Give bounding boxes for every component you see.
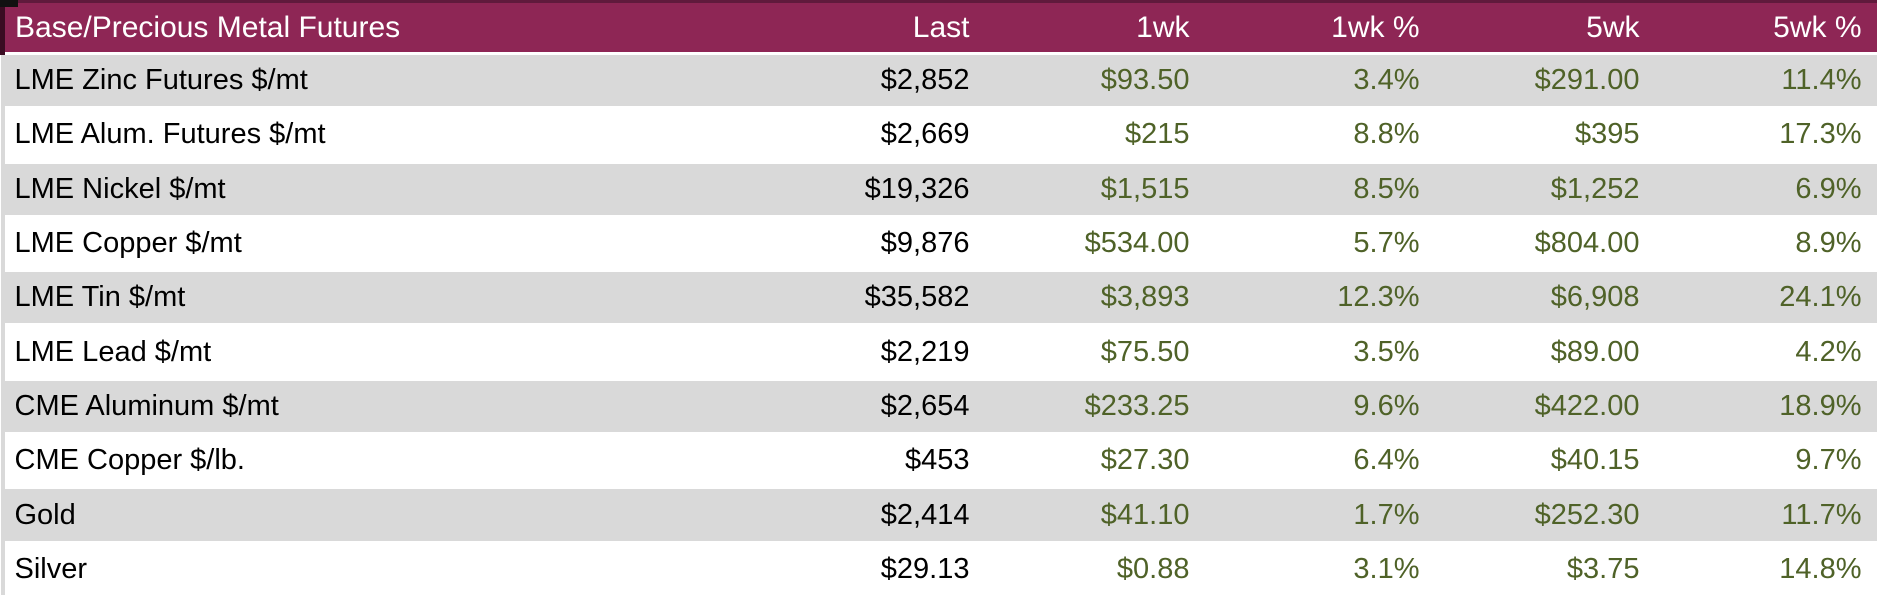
last-value-cell: $19,326 (768, 162, 988, 216)
metal-name-cell: LME Zinc Futures $/mt (3, 54, 768, 108)
wk1-percent-cell: 3.1% (1208, 542, 1438, 595)
wk5-percent-cell: 6.9% (1658, 162, 1877, 216)
last-value-cell: $35,582 (768, 271, 988, 325)
header-row: Base/Precious Metal Futures Last 1wk 1wk… (3, 2, 1877, 54)
wk1-percent-cell: 8.8% (1208, 108, 1438, 162)
wk5-change-cell: $395 (1438, 108, 1658, 162)
wk1-percent-cell: 6.4% (1208, 434, 1438, 488)
wk5-change-cell: $804.00 (1438, 216, 1658, 270)
wk1-change-cell: $534.00 (988, 216, 1208, 270)
wk5-change-cell: $89.00 (1438, 325, 1658, 379)
wk5-percent-cell: 18.9% (1658, 379, 1877, 433)
wk1-change-cell: $0.88 (988, 542, 1208, 595)
last-value-cell: $9,876 (768, 216, 988, 270)
column-header-last: Last (768, 2, 988, 54)
wk5-percent-cell: 24.1% (1658, 271, 1877, 325)
last-value-cell: $453 (768, 434, 988, 488)
metal-name-cell: Silver (3, 542, 768, 595)
wk5-percent-cell: 11.7% (1658, 488, 1877, 542)
last-value-cell: $2,654 (768, 379, 988, 433)
wk5-percent-cell: 11.4% (1658, 54, 1877, 108)
last-value-cell: $2,852 (768, 54, 988, 108)
wk5-percent-cell: 9.7% (1658, 434, 1877, 488)
column-header-1wk-pct: 1wk % (1208, 2, 1438, 54)
wk5-change-cell: $6,908 (1438, 271, 1658, 325)
last-value-cell: $2,414 (768, 488, 988, 542)
table-title: Base/Precious Metal Futures (3, 2, 768, 54)
wk1-percent-cell: 5.7% (1208, 216, 1438, 270)
wk1-change-cell: $215 (988, 108, 1208, 162)
metal-name-cell: LME Lead $/mt (3, 325, 768, 379)
column-header-5wk-pct: 5wk % (1658, 2, 1877, 54)
wk1-percent-cell: 1.7% (1208, 488, 1438, 542)
wk5-percent-cell: 14.8% (1658, 542, 1877, 595)
wk1-change-cell: $3,893 (988, 271, 1208, 325)
wk5-percent-cell: 8.9% (1658, 216, 1877, 270)
wk1-percent-cell: 8.5% (1208, 162, 1438, 216)
wk5-change-cell: $252.30 (1438, 488, 1658, 542)
wk1-change-cell: $27.30 (988, 434, 1208, 488)
metal-name-cell: LME Copper $/mt (3, 216, 768, 270)
corner-border-mark (0, 0, 18, 7)
metal-name-cell: LME Alum. Futures $/mt (3, 108, 768, 162)
last-value-cell: $2,219 (768, 325, 988, 379)
wk1-change-cell: $93.50 (988, 54, 1208, 108)
last-value-cell: $29.13 (768, 542, 988, 595)
wk5-change-cell: $291.00 (1438, 54, 1658, 108)
metal-name-cell: CME Aluminum $/mt (3, 379, 768, 433)
metal-name-cell: CME Copper $/lb. (3, 434, 768, 488)
wk1-change-cell: $1,515 (988, 162, 1208, 216)
wk1-percent-cell: 12.3% (1208, 271, 1438, 325)
wk1-change-cell: $233.25 (988, 379, 1208, 433)
wk1-percent-cell: 9.6% (1208, 379, 1438, 433)
wk1-change-cell: $75.50 (988, 325, 1208, 379)
metal-name-cell: LME Nickel $/mt (3, 162, 768, 216)
wk5-change-cell: $1,252 (1438, 162, 1658, 216)
wk5-change-cell: $3.75 (1438, 542, 1658, 595)
wk1-percent-cell: 3.4% (1208, 54, 1438, 108)
column-header-1wk: 1wk (988, 2, 1208, 54)
last-value-cell: $2,669 (768, 108, 988, 162)
wk5-change-cell: $40.15 (1438, 434, 1658, 488)
wk5-percent-cell: 4.2% (1658, 325, 1877, 379)
metal-name-cell: Gold (3, 488, 768, 542)
wk5-change-cell: $422.00 (1438, 379, 1658, 433)
wk1-percent-cell: 3.5% (1208, 325, 1438, 379)
metal-name-cell: LME Tin $/mt (3, 271, 768, 325)
column-header-5wk: 5wk (1438, 2, 1658, 54)
wk1-change-cell: $41.10 (988, 488, 1208, 542)
table-header: Base/Precious Metal Futures Last 1wk 1wk… (3, 2, 1877, 54)
wk5-percent-cell: 17.3% (1658, 108, 1877, 162)
